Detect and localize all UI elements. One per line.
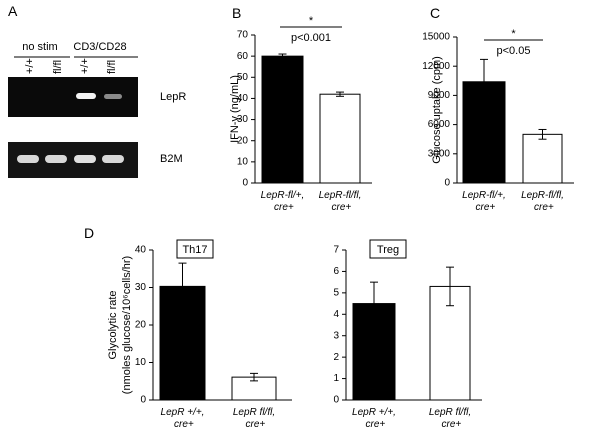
error-bar [336, 91, 344, 97]
inset-label: Treg [377, 244, 399, 256]
y-axis-label: IFN-γ (ng/mL) [229, 75, 241, 143]
y-tick-label: 40 [237, 93, 249, 104]
gel-band [76, 93, 96, 99]
y-tick-label: 10 [237, 156, 249, 167]
x-tick-label: LepR +/+, cre+ [161, 407, 205, 430]
y-tick-label: 3 [333, 330, 339, 341]
bar [319, 93, 361, 184]
error-bar [250, 372, 258, 382]
inset-label: Th17 [182, 244, 207, 256]
y-tick-label: 20 [135, 320, 147, 331]
error-bar [370, 281, 378, 326]
x-tick-label: LepR fl/fl, cre+ [429, 407, 471, 430]
gel-band [104, 94, 122, 99]
y-tick-label: 1 [333, 373, 339, 384]
lane-label: fl/fl [106, 60, 118, 74]
y-tick-label: 7 [333, 245, 339, 256]
p-value: p<0.05 [497, 45, 531, 57]
y-tick-label: 50 [237, 72, 249, 83]
y-tick-label: 5 [333, 287, 339, 298]
gel-band [74, 155, 96, 163]
error-bar [178, 262, 187, 311]
panel-letter: B [232, 5, 241, 21]
y-tick-label: 12000 [422, 61, 450, 72]
error-bar [538, 128, 547, 140]
y-tick-label: 15000 [422, 32, 450, 43]
x-tick-label: LepR-fl/+, cre+ [261, 190, 305, 213]
y-tick-label: 20 [237, 135, 249, 146]
p-value: p<0.001 [291, 32, 331, 44]
y-tick-label: 6000 [428, 119, 451, 130]
panel-letter: D [84, 225, 94, 241]
y-tick-label: 4 [333, 309, 339, 320]
y-axis-label: Glucose uptake (cpm) [431, 56, 443, 164]
y-tick-label: 0 [333, 395, 339, 406]
y-tick-label: 30 [135, 282, 147, 293]
group-label: no stim [22, 41, 57, 53]
significance-star: * [309, 15, 314, 27]
y-tick-label: 40 [135, 245, 147, 256]
lane-label: +/+ [79, 58, 91, 74]
y-tick-label: 9000 [428, 90, 451, 101]
inset-box [369, 239, 407, 259]
error-bar [278, 53, 287, 59]
gel-band [102, 155, 124, 163]
y-tick-label: 30 [237, 114, 249, 125]
error-bar [480, 58, 488, 105]
x-tick-label: LepR-fl/fl, cre+ [521, 190, 564, 213]
y-tick-label: 2 [333, 352, 339, 363]
y-tick-label: 3000 [428, 148, 451, 159]
band-label: B2M [160, 153, 183, 165]
bar [261, 55, 304, 184]
inset-box [176, 239, 214, 259]
gel-band [17, 155, 39, 163]
y-tick-label: 0 [242, 178, 248, 189]
panel-letter: C [430, 5, 440, 21]
error-bar [446, 266, 454, 307]
band-label: LepR [160, 91, 186, 103]
y-tick-label: 6 [333, 266, 339, 277]
y-tick-label: 10 [135, 357, 147, 368]
significance-star: * [511, 28, 516, 40]
group-label: CD3/CD28 [73, 41, 126, 53]
bar [522, 133, 563, 184]
x-tick-label: LepR fl/fl, cre+ [233, 407, 275, 430]
x-tick-label: LepR +/+, cre+ [352, 407, 396, 430]
panel-letter: A [8, 3, 18, 19]
y-tick-label: 70 [237, 30, 249, 41]
gel-band [45, 155, 67, 163]
y-tick-label: 60 [237, 51, 249, 62]
bar [462, 81, 506, 184]
y-tick-label: 0 [444, 178, 450, 189]
lane-label: +/+ [24, 58, 36, 74]
x-tick-label: LepR-fl/fl, cre+ [319, 190, 362, 213]
y-tick-label: 0 [140, 395, 146, 406]
y-axis-label: Glycolytic rate [107, 290, 119, 359]
x-tick-label: LepR-fl/+, cre+ [462, 190, 506, 213]
lane-label: fl/fl [52, 60, 64, 74]
y-axis-label: (nmoles glucose/10⁶cells/hr) [121, 256, 133, 394]
